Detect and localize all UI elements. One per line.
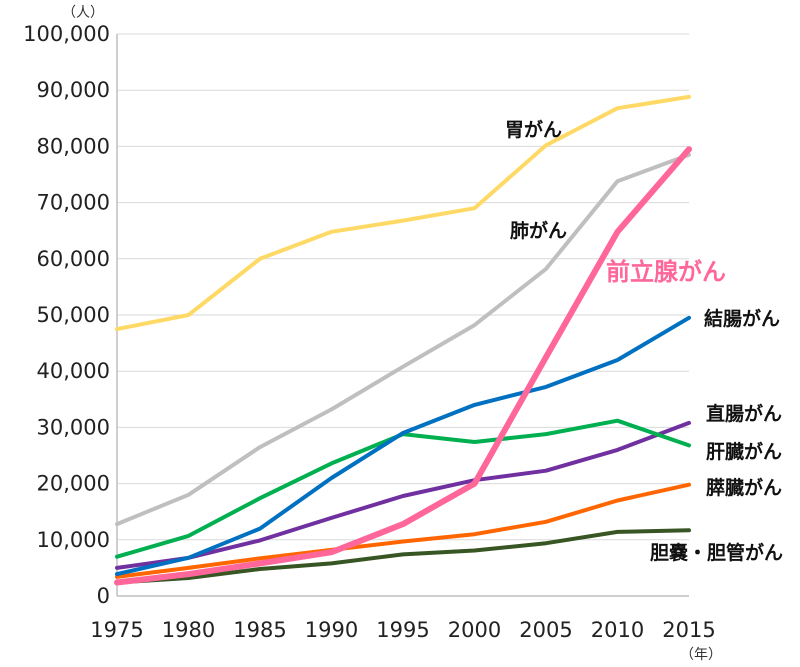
x-tick-label: 2005 bbox=[519, 618, 572, 642]
x-tick-label: 1985 bbox=[233, 618, 286, 642]
series-line bbox=[115, 420, 691, 570]
y-tick-label: 50,000 bbox=[37, 303, 110, 327]
series-line bbox=[115, 418, 691, 559]
x-tick-labels: 1975 1980 1985 1990 1995 2000 2005 2010 2015 bbox=[90, 618, 715, 642]
x-tick-label: 2010 bbox=[591, 618, 644, 642]
series-label-rectum: 直腸がん bbox=[706, 402, 782, 425]
series-label-colon: 結腸がん bbox=[704, 307, 780, 330]
y-tick-label: 10,000 bbox=[37, 528, 110, 552]
series-line bbox=[115, 152, 691, 527]
y-tick-label: 100,000 bbox=[23, 22, 110, 46]
x-tick-label: 2000 bbox=[448, 618, 501, 642]
y-tick-label: 60,000 bbox=[37, 247, 110, 271]
series-lines bbox=[114, 94, 692, 586]
x-tick-label: 1995 bbox=[376, 618, 429, 642]
series-label-liver: 肝臓がん bbox=[706, 440, 782, 463]
series-label-stomach: 胃がん bbox=[505, 118, 562, 141]
y-tick-label: 30,000 bbox=[37, 415, 110, 439]
x-tick-label: 2015 bbox=[662, 618, 715, 642]
series-label-pancreas: 膵臓がん bbox=[706, 476, 782, 499]
gridlines bbox=[117, 33, 689, 541]
series-label-gallbladder: 胆嚢・胆管がん bbox=[650, 541, 783, 564]
y-tick-label: 80,000 bbox=[37, 134, 110, 158]
y-tick-label: 0 bbox=[97, 584, 110, 608]
x-unit-label: （年） bbox=[680, 647, 722, 663]
y-tick-label: 70,000 bbox=[37, 191, 110, 215]
y-tick-label: 20,000 bbox=[37, 472, 110, 496]
series-line bbox=[115, 94, 691, 332]
series-label-prostate: 前立腺がん bbox=[606, 258, 726, 286]
series-line bbox=[115, 528, 691, 585]
x-tick-label: 1975 bbox=[90, 618, 143, 642]
y-tick-label: 90,000 bbox=[37, 78, 110, 102]
y-unit-label: （人） bbox=[62, 5, 104, 21]
series-line bbox=[115, 482, 691, 579]
series-label-lung: 肺がん bbox=[510, 219, 567, 242]
series-line bbox=[115, 315, 691, 577]
y-tick-label: 40,000 bbox=[37, 359, 110, 383]
x-tick-label: 1990 bbox=[305, 618, 358, 642]
series-line bbox=[114, 146, 692, 586]
y-tick-labels: 0 10,000 20,000 30,000 40,000 50,000 60,000 70,… bbox=[23, 22, 110, 608]
x-tick-label: 1980 bbox=[162, 618, 215, 642]
